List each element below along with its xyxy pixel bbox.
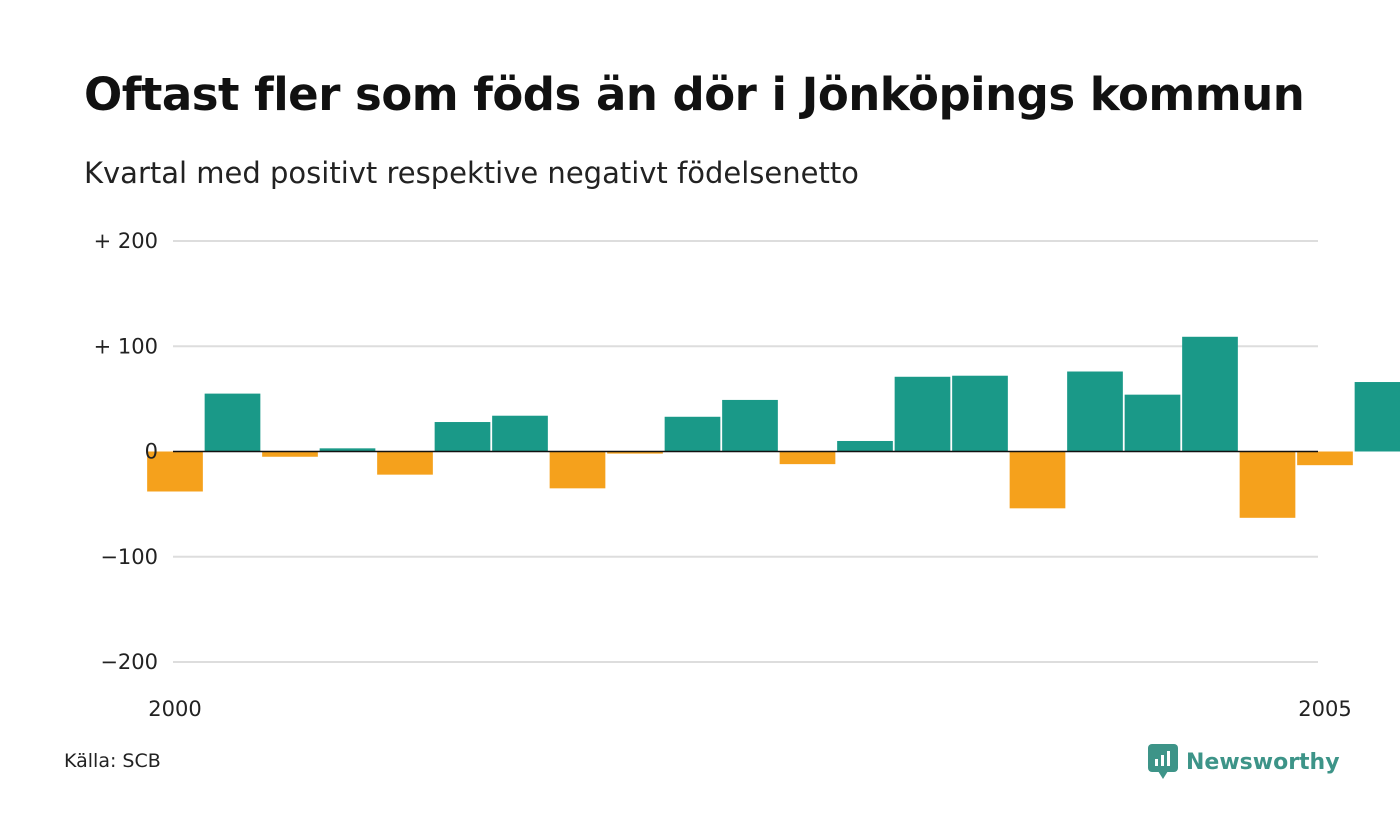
chart-title: Oftast fler som föds än dör i Jönköpings… [84, 68, 1305, 121]
bar-2004-q3 [1182, 336, 1238, 452]
bar-2000-q3 [262, 451, 318, 457]
brand-name: Newsworthy [1186, 749, 1340, 775]
bar-2002-q2 [664, 416, 721, 452]
bar-2005-q2 [1354, 382, 1400, 452]
source-label: Källa: SCB [64, 750, 161, 772]
gridlines [173, 240, 1318, 663]
x-tick-label: 2000 [148, 697, 201, 721]
bar-2004-q1 [1067, 371, 1123, 452]
bars [147, 336, 1400, 518]
y-tick-label: −100 [100, 545, 158, 569]
bar-2002-q1 [607, 451, 663, 454]
y-tick-label: −200 [100, 650, 158, 674]
bar-2001-q1 [377, 451, 433, 475]
bar-2003-q4 [1009, 451, 1066, 509]
bar-2003-q2 [894, 376, 951, 452]
bar-2003-q3 [952, 375, 1008, 452]
chart-subtitle: Kvartal med positivt respektive negativt… [84, 156, 859, 190]
bar-2001-q2 [434, 422, 491, 452]
x-tick-label: 2005 [1298, 697, 1351, 721]
bar-2002-q3 [722, 399, 778, 452]
bar-2000-q2 [204, 393, 261, 452]
newsworthy-logo-icon [1148, 744, 1178, 779]
bar-2004-q2 [1124, 394, 1181, 452]
y-tick-label: + 200 [94, 229, 158, 253]
newsworthy-logo: Newsworthy [1148, 744, 1340, 780]
bar-2003-q1 [837, 440, 893, 452]
bar-2000-q4 [319, 448, 376, 452]
bar-2004-q4 [1239, 451, 1296, 518]
bar-2002-q4 [779, 451, 836, 465]
bar-2001-q4 [549, 451, 606, 489]
y-tick-label: + 100 [94, 334, 158, 358]
bar-2001-q3 [492, 415, 548, 452]
y-tick-label: 0 [145, 440, 158, 464]
bar-2005-q1 [1297, 451, 1353, 466]
bar-2000-q1 [147, 451, 203, 492]
